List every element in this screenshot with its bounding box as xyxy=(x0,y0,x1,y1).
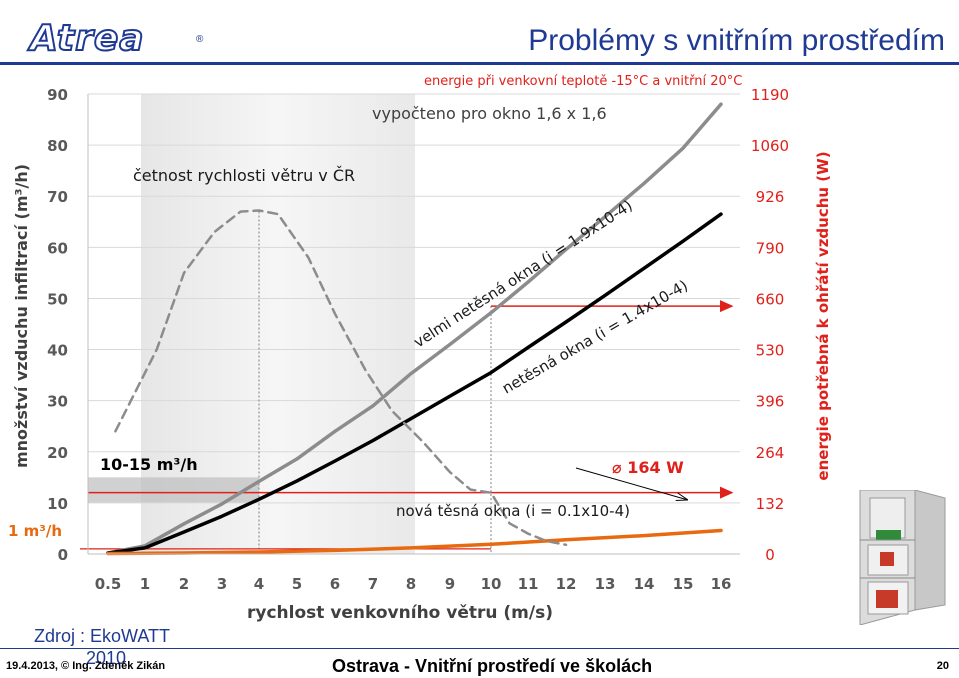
y2-tick-label: 660 xyxy=(756,290,785,308)
page-number: 20 xyxy=(936,660,949,672)
x-axis-label: rychlost venkovního větru (m/s) xyxy=(247,603,553,623)
series-name-frequency: četnost rychlosti větru v ČR xyxy=(133,166,355,185)
x-tick-label: 5 xyxy=(292,575,302,593)
y-tick-label: 50 xyxy=(47,290,68,308)
chart-title: energie při venkovní teplotě -15°C a vni… xyxy=(424,74,742,89)
y-tick-label: 80 xyxy=(47,137,68,155)
x-tick-label: 10 xyxy=(481,575,502,593)
x-tick-label: 12 xyxy=(556,575,577,593)
range-10-15-box xyxy=(88,477,259,503)
series-line xyxy=(106,102,723,555)
y2-tick-label: 264 xyxy=(756,444,785,462)
label-new-tight: nová těsná okna (i = 0.1x10-4) xyxy=(396,502,630,520)
y-axis-label: množství vzduchu infiltrací (m³/h) xyxy=(12,164,31,468)
y-tick-label: 70 xyxy=(47,188,68,206)
x-tick-label: 14 xyxy=(634,575,655,593)
x-tick-label: 3 xyxy=(217,575,227,593)
y2-tick-label: 1060 xyxy=(751,137,789,155)
y2-tick-label: 1190 xyxy=(751,86,789,104)
x-tick-label: 6 xyxy=(330,575,340,593)
annotation-164w: ⌀ 164 W xyxy=(612,458,684,477)
label-leaky: netěsná okna (i = 1.4x10-4) xyxy=(499,276,691,397)
y2-tick-label: 530 xyxy=(756,342,785,360)
window-profile-image xyxy=(830,490,950,625)
x-tick-label: 15 xyxy=(673,575,694,593)
header-divider xyxy=(0,62,959,65)
x-tick-label: 11 xyxy=(518,575,539,593)
y-tick-label: 30 xyxy=(47,393,68,411)
x-tick-label: 7 xyxy=(368,575,378,593)
y-tick-label: 60 xyxy=(47,239,68,257)
series-line xyxy=(106,212,723,555)
y2-tick-label: 396 xyxy=(756,393,785,411)
x-tick-label: 13 xyxy=(595,575,616,593)
x-tick-label: 8 xyxy=(406,575,416,593)
x-tick-label: 4 xyxy=(254,575,264,593)
x-tick-label: 0.5 xyxy=(95,575,122,593)
y-tick-label: 20 xyxy=(47,444,68,462)
atrea-logo: Atrea ® xyxy=(14,12,203,60)
x-tick-label: 2 xyxy=(179,575,189,593)
x-tick-label: 16 xyxy=(711,575,732,593)
slide-title: Problémy s vnitřním prostředím xyxy=(528,24,945,57)
series-line xyxy=(114,209,568,547)
annotation-range: 10-15 m³/h xyxy=(100,455,198,474)
logo-registered-mark: ® xyxy=(196,34,204,45)
source-label: Zdroj : EkoWATT xyxy=(34,626,171,646)
y2-tick-label: 926 xyxy=(756,188,785,206)
source-year: 2010 xyxy=(86,648,127,668)
series-line xyxy=(106,528,723,556)
y-tick-label: 40 xyxy=(47,342,68,360)
y-tick-label: 0 xyxy=(58,546,68,564)
footer-divider xyxy=(0,648,959,649)
y2-tick-label: 0 xyxy=(765,546,775,564)
annotation-1m3h: 1 m³/h xyxy=(8,522,62,540)
footer-date-author: 19.4.2013, © Ing. Zdeněk Zikán xyxy=(6,660,166,672)
y2-axis-label: energie potřebná k ohřátí vzduchu (W) xyxy=(814,151,832,480)
footer-title: Ostrava - Vnitřní prostředí ve školách xyxy=(332,656,653,676)
x-tick-label: 1 xyxy=(140,575,150,593)
y2-tick-label: 132 xyxy=(756,495,785,513)
y-tick-label: 10 xyxy=(47,495,68,513)
logo-text: Atrea xyxy=(29,17,145,60)
x-tick-label: 9 xyxy=(445,575,455,593)
y2-tick-label: 790 xyxy=(756,239,785,257)
pointer-arrow xyxy=(575,467,688,500)
chart-subtitle: vypočteno pro okno 1,6 x 1,6 xyxy=(372,104,607,123)
y-tick-label: 90 xyxy=(47,86,68,104)
